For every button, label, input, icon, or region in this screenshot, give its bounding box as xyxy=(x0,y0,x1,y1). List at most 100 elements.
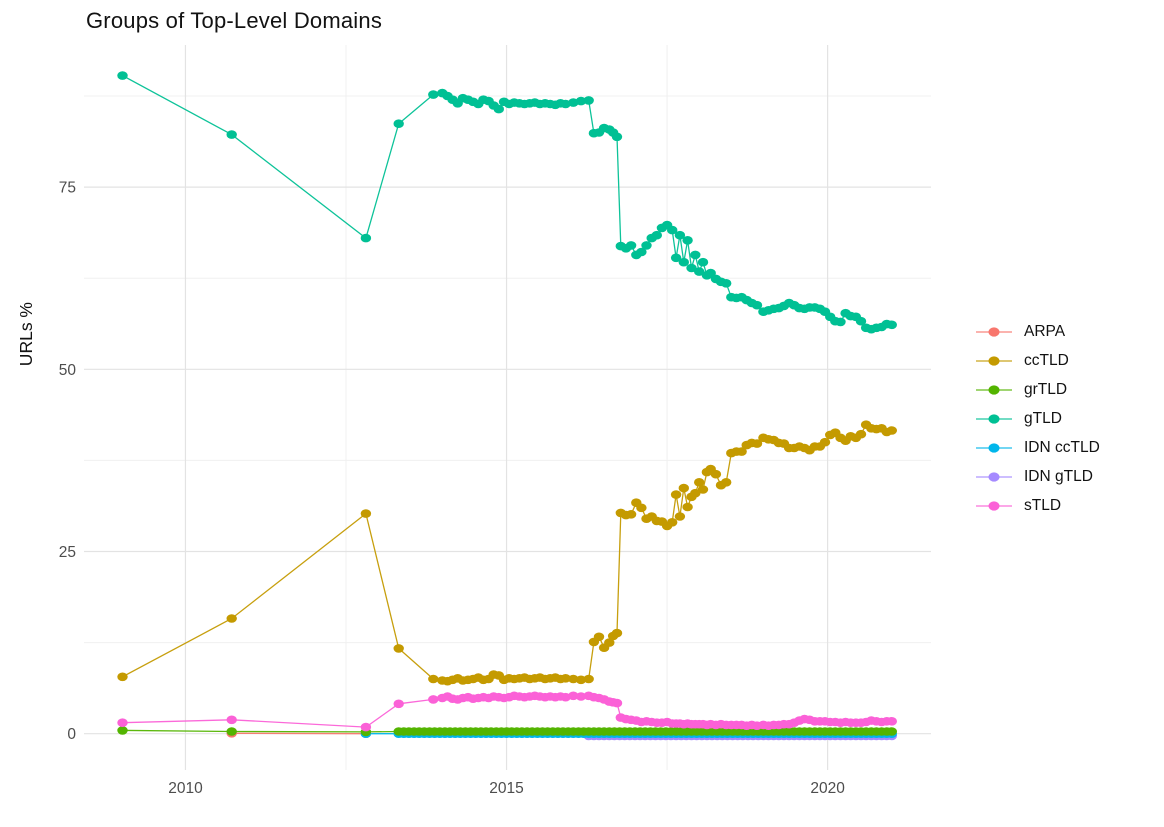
data-point-cctld xyxy=(583,674,594,684)
x-tick-label: 2010 xyxy=(168,780,203,797)
data-point-cctld xyxy=(855,429,867,439)
data-point-gtld xyxy=(886,320,897,330)
data-point-cctld xyxy=(697,485,709,494)
data-point-cctld xyxy=(751,439,763,448)
legend-item-gtld: gTLD xyxy=(976,405,1100,434)
x-tick-label: 2015 xyxy=(489,780,523,797)
x-tick-label: 2020 xyxy=(810,780,845,797)
data-point-gtld xyxy=(625,241,637,250)
data-point-cctld xyxy=(886,426,897,435)
data-point-cctld xyxy=(360,509,372,518)
legend-key-icon xyxy=(976,356,1012,366)
legend-item-grtld: grTLD xyxy=(976,376,1100,405)
data-point-stld xyxy=(428,695,439,704)
legend-label: grTLD xyxy=(1024,381,1068,399)
data-point-grtld xyxy=(226,727,237,736)
data-point-gtld xyxy=(697,257,709,267)
legend-key-dot xyxy=(988,327,1000,338)
data-point-gtld xyxy=(667,225,678,235)
chart-title: Groups of Top-Level Domains xyxy=(86,8,383,33)
data-point-cctld xyxy=(667,518,678,527)
legend-label: IDN ccTLD xyxy=(1024,439,1100,456)
data-point-cctld xyxy=(690,488,701,498)
legend-label: sTLD xyxy=(1024,496,1062,514)
data-point-gtld xyxy=(690,250,701,260)
data-point-stld xyxy=(393,699,404,709)
data-point-stld xyxy=(117,718,128,727)
data-point-grtld xyxy=(886,727,897,736)
data-point-cctld xyxy=(117,672,128,682)
data-point-gtld xyxy=(835,317,846,327)
legend-key-icon xyxy=(976,443,1012,453)
legend-item-stld: sTLD xyxy=(976,491,1100,520)
data-point-cctld xyxy=(625,510,637,519)
legend-key-icon xyxy=(976,472,1012,482)
legend-key-dot xyxy=(988,356,1000,366)
legend-item-arpa: ARPA xyxy=(976,318,1100,347)
data-point-gtld xyxy=(651,230,662,240)
y-tick-label: 50 xyxy=(59,362,77,379)
data-point-gtld xyxy=(670,253,682,263)
data-point-gtld xyxy=(117,71,128,80)
legend-item-idn-gtld: IDN gTLD xyxy=(976,462,1100,491)
legend-key-dot xyxy=(988,472,1000,482)
data-point-cctld xyxy=(604,638,615,647)
data-point-cctld xyxy=(428,674,439,684)
data-point-cctld xyxy=(819,437,831,447)
data-point-cctld xyxy=(568,674,579,684)
data-point-cctld xyxy=(575,675,587,685)
data-point-gtld xyxy=(493,104,504,114)
y-tick-label: 25 xyxy=(59,544,76,561)
legend-key-icon xyxy=(976,501,1012,511)
data-point-gtld xyxy=(855,316,867,326)
legend-label: ccTLD xyxy=(1024,352,1069,370)
series-line-gtld xyxy=(122,75,892,330)
data-point-stld xyxy=(575,692,587,701)
data-point-gtld xyxy=(393,119,404,128)
legend-key-dot xyxy=(988,385,1000,395)
data-point-gtld xyxy=(226,130,237,139)
data-point-gtld xyxy=(721,279,732,288)
data-point-cctld xyxy=(611,628,623,638)
data-point-gtld xyxy=(583,96,594,105)
y-axis-title: URLs % xyxy=(16,302,36,367)
data-point-gtld xyxy=(751,300,763,310)
data-point-stld xyxy=(226,715,237,725)
data-point-gtld xyxy=(682,236,693,245)
data-point-cctld xyxy=(560,674,571,683)
data-point-cctld xyxy=(670,490,682,499)
data-point-cctld xyxy=(226,614,237,623)
legend-item-idn-cctld: IDN ccTLD xyxy=(976,434,1100,463)
legend-key-icon xyxy=(976,385,1012,395)
legend-item-cctld: ccTLD xyxy=(976,347,1100,376)
data-point-gtld xyxy=(694,267,705,276)
data-point-gtld xyxy=(641,241,652,250)
data-point-cctld xyxy=(393,644,404,653)
data-point-cctld xyxy=(636,503,647,513)
data-point-cctld xyxy=(721,478,732,487)
legend-label: ARPA xyxy=(1024,323,1066,341)
legend-label: IDN gTLD xyxy=(1024,467,1093,485)
data-point-gtld xyxy=(674,230,686,240)
y-tick-label: 0 xyxy=(67,726,76,743)
legend-key-icon xyxy=(976,414,1012,424)
data-point-cctld xyxy=(736,447,747,456)
data-point-cctld xyxy=(678,483,689,493)
data-point-stld xyxy=(568,691,579,701)
data-point-cctld xyxy=(593,632,605,642)
data-point-gtld xyxy=(678,257,689,267)
data-point-gtld xyxy=(636,247,647,257)
legend-key-dot xyxy=(988,414,1000,424)
legend-key-icon xyxy=(976,327,1012,338)
data-point-gtld xyxy=(360,233,372,243)
legend-label: gTLD xyxy=(1024,410,1062,428)
data-point-cctld xyxy=(694,478,705,487)
data-point-stld xyxy=(360,722,372,732)
data-point-gtld xyxy=(428,90,439,99)
data-point-stld xyxy=(886,717,897,726)
y-tick-label: 75 xyxy=(59,180,76,197)
data-point-gtld xyxy=(575,96,587,106)
legend-key-dot xyxy=(988,443,1000,453)
